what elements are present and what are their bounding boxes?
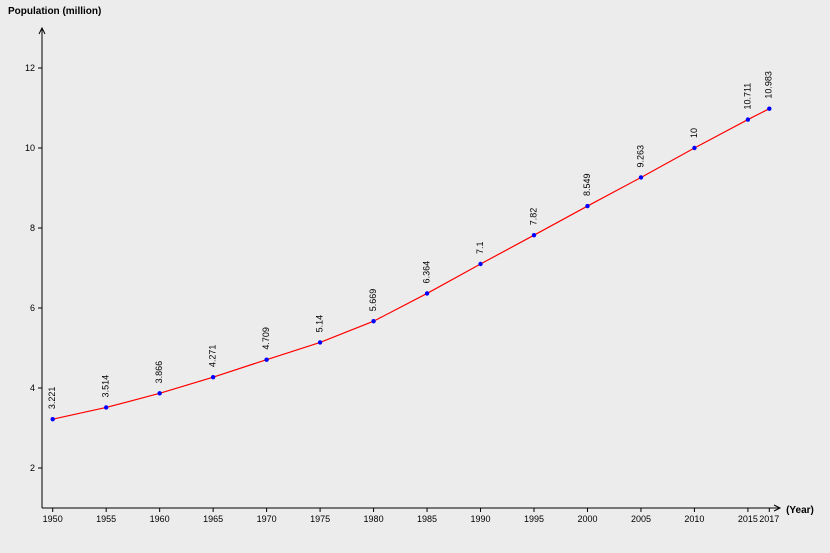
- data-point-label: 6.364: [421, 261, 431, 284]
- data-point: [50, 417, 54, 421]
- x-tick-label: 1950: [43, 514, 63, 524]
- data-point-label: 3.866: [154, 361, 164, 384]
- data-point-label: 7.82: [528, 208, 538, 226]
- x-tick-label: 1960: [150, 514, 170, 524]
- data-point: [767, 106, 771, 110]
- chart-svg: 1950 1955 1960 1965 1970 1975 1980 1985 1990 1995…: [0, 0, 830, 553]
- y-tick-label: 6: [30, 303, 35, 313]
- population-line-chart: 1950 1955 1960 1965 1970 1975 1980 1985 1990 1995…: [0, 0, 830, 553]
- x-tick-label: 1980: [364, 514, 384, 524]
- x-tick-label: 1990: [471, 514, 491, 524]
- data-point: [264, 357, 268, 361]
- x-axis-title: (Year): [786, 505, 814, 516]
- data-point-label: 10: [689, 128, 699, 138]
- data-point-label: 5.669: [368, 289, 378, 312]
- data-point: [532, 233, 536, 237]
- x-tick-label: 2000: [577, 514, 597, 524]
- data-point-label: 5.14: [314, 315, 324, 333]
- data-point-label: 10.983: [764, 71, 774, 99]
- y-axis-title: Population (million): [8, 6, 101, 17]
- y-tick-label: 4: [30, 383, 35, 393]
- data-point-label: 7.1: [475, 241, 485, 254]
- data-point-label: 4.271: [208, 345, 218, 368]
- data-point-label: 4.709: [261, 327, 271, 350]
- y-tick-label: 2: [30, 463, 35, 473]
- x-tick-label: 2010: [684, 514, 704, 524]
- data-point: [639, 175, 643, 179]
- data-point: [425, 291, 429, 295]
- data-point: [211, 375, 215, 379]
- x-tick-label: 1985: [417, 514, 437, 524]
- data-point: [478, 262, 482, 266]
- data-point-label: 10.711: [742, 83, 752, 110]
- x-tick-label: 2017: [759, 514, 779, 524]
- data-point: [746, 117, 750, 121]
- x-tick-label: 1955: [96, 514, 116, 524]
- x-tick-label: 1965: [203, 514, 223, 524]
- data-point: [692, 146, 696, 150]
- data-point: [371, 319, 375, 323]
- data-point: [585, 204, 589, 208]
- data-point: [104, 405, 108, 409]
- data-point-label: 3.514: [101, 375, 111, 398]
- chart-background: [0, 0, 830, 553]
- x-tick-label: 2015: [738, 514, 758, 524]
- x-tick-label: 1975: [310, 514, 330, 524]
- y-tick-label: 10: [25, 143, 35, 153]
- data-point: [157, 391, 161, 395]
- x-tick-label: 1995: [524, 514, 544, 524]
- y-tick-label: 8: [30, 223, 35, 233]
- data-point-label: 9.263: [635, 145, 645, 168]
- x-tick-label: 2005: [631, 514, 651, 524]
- y-tick-label: 12: [25, 63, 35, 73]
- data-point-label: 8.549: [582, 174, 592, 197]
- data-point: [318, 340, 322, 344]
- x-tick-label: 1970: [257, 514, 277, 524]
- data-point-label: 3.221: [47, 387, 57, 410]
